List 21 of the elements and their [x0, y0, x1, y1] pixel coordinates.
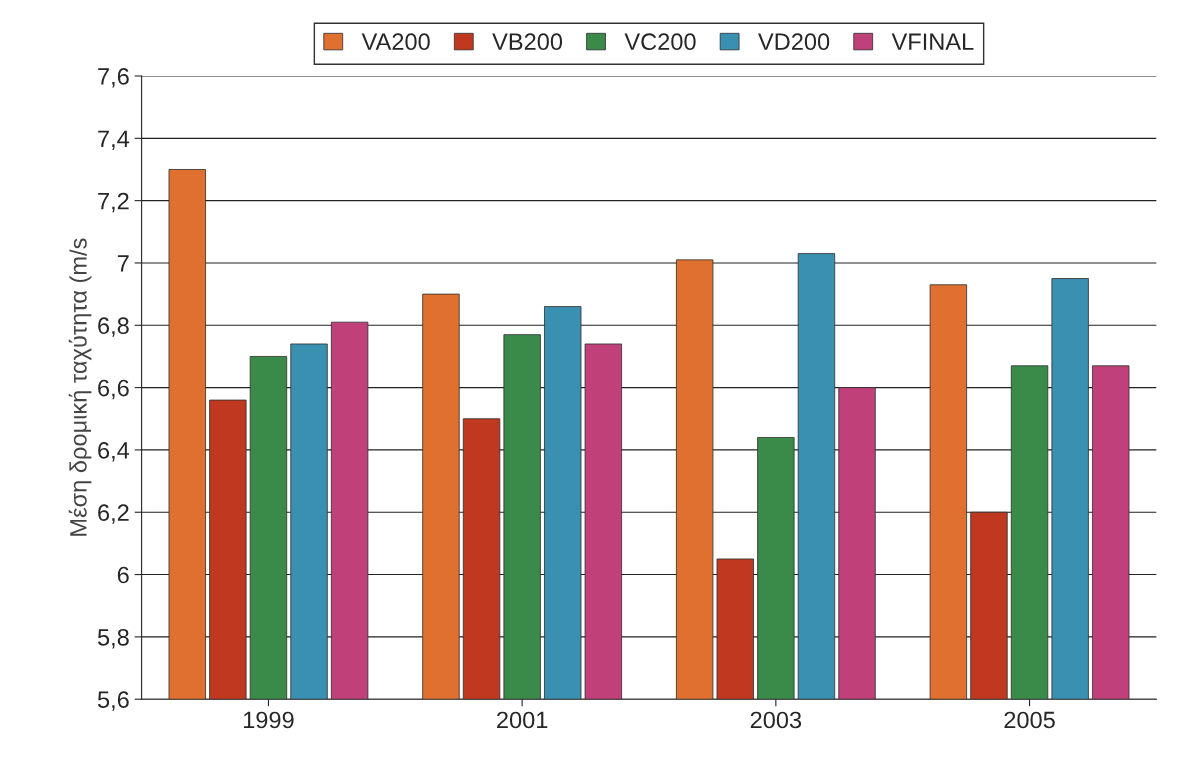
legend-label: VB200: [492, 33, 563, 51]
legend-label: VFINAL: [891, 33, 974, 50]
y-tick-label: 6: [117, 566, 129, 584]
y-tick-label: 7: [117, 255, 129, 272]
y-tick-label: 6,2: [98, 504, 129, 524]
x-tick-label: 2005: [1004, 711, 1055, 729]
y-tick-label: 6,6: [98, 379, 129, 400]
y-tick-label: 7,6: [98, 68, 129, 88]
y-tick-label: 7,4: [98, 130, 130, 150]
legend-label: VA200: [361, 33, 430, 51]
y-tick-label: 5,8: [97, 628, 129, 649]
y-tick-label: 7,2: [98, 192, 129, 213]
legend-label: VD200: [758, 33, 830, 51]
x-tick-label: 2001: [497, 711, 548, 729]
y-tick-label: 6,4: [98, 441, 130, 462]
legend-label: VC200: [624, 33, 696, 51]
x-tick-label: 1999: [243, 711, 294, 729]
y-tick-label: 5,6: [97, 691, 129, 711]
y-axis-title: Μέση δρομική ταχύτητα (m/s: [68, 238, 92, 536]
y-tick-label: 6,8: [98, 317, 129, 337]
x-tick-label: 2003: [750, 711, 802, 729]
